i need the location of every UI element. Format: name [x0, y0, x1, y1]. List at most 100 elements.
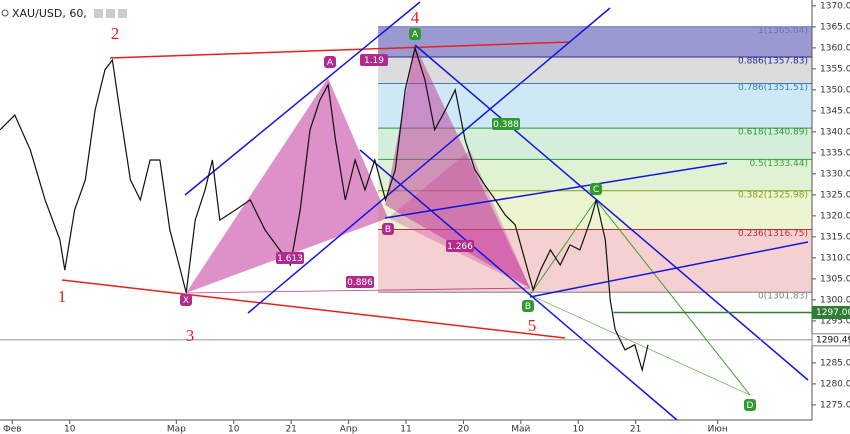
- y-tick-label: 1345.00: [820, 106, 850, 116]
- price-tag: [811, 305, 850, 319]
- wave-label: 1: [58, 287, 67, 306]
- y-tick-label: 1305.00: [820, 274, 850, 284]
- y-tick-label: 1370.00: [820, 1, 850, 11]
- y-tick-label: 1355.00: [820, 64, 850, 74]
- y-tick-label: 1365.00: [820, 22, 850, 32]
- y-tick-label: 1310.00: [820, 253, 850, 263]
- y-tick-label: 1300.00: [820, 295, 850, 305]
- y-tick-label: 1315.00: [820, 232, 850, 242]
- x-tick-label: Май: [511, 425, 530, 434]
- wave-label: 2: [111, 24, 120, 43]
- y-axis-bg: [812, 0, 850, 434]
- fib-label: 1(1365.04): [758, 26, 808, 36]
- x-tick-label: 20: [458, 425, 470, 434]
- y-tick-label: 1320.00: [820, 211, 850, 221]
- fib-band: [378, 56, 812, 84]
- pattern-abc: [385, 45, 530, 288]
- trend-line: [109, 41, 571, 59]
- trend-line: [61, 279, 566, 339]
- x-tick-label: 10: [64, 425, 76, 434]
- y-tick-label: 1335.00: [820, 148, 850, 158]
- pattern-line: [529, 199, 597, 296]
- pattern-xab: [186, 78, 388, 293]
- y-tick-label: 1340.00: [820, 127, 850, 137]
- y-tick-label: 1325.00: [820, 190, 850, 200]
- ratio-badge: [360, 54, 388, 66]
- price-tag-label: 1290.49: [816, 335, 850, 345]
- pattern-bc: [388, 150, 530, 288]
- x-tick-label: 21: [285, 425, 296, 434]
- title-bar: XAU/USD, 60,: [0, 4, 127, 22]
- y-tick-label: 1275.00: [820, 400, 850, 410]
- channel-line: [384, 162, 728, 219]
- icon[interactable]: [118, 9, 127, 18]
- annotations: 1 2 3 4 5: [58, 8, 537, 345]
- price-line-series: [0, 45, 649, 373]
- icon[interactable]: [106, 9, 115, 18]
- point-badge: [744, 399, 756, 411]
- y-tick-label: 1295.00: [820, 316, 850, 326]
- y-tick-label: 1360.00: [820, 43, 850, 53]
- price-tag-label: 1297.00: [816, 308, 850, 318]
- x-tick-label: 21: [630, 425, 641, 434]
- point-label: C: [593, 185, 599, 195]
- x-tick-label: Фев: [3, 425, 22, 434]
- channel-line: [359, 149, 678, 421]
- ratio-badge: [446, 240, 474, 252]
- point-badge: [382, 223, 394, 235]
- fib-band: [378, 26, 812, 57]
- fib-label: 0.618(1340.89): [738, 128, 808, 138]
- point-label: A: [412, 30, 419, 40]
- fib-label: 0.786(1351.51): [738, 83, 808, 93]
- fib-label: 0.236(1316.75): [738, 229, 808, 239]
- y-tick-label: 1280.00: [820, 379, 850, 389]
- wave-label: 3: [186, 326, 195, 345]
- x-tick-label: 10: [573, 425, 585, 434]
- x-tick-label: Июн: [708, 425, 728, 434]
- title-bg: [0, 4, 125, 22]
- channel-line: [247, 7, 611, 314]
- channel-line: [184, 1, 421, 196]
- point-badge: [180, 294, 192, 306]
- point-badge: [590, 183, 602, 195]
- drawings: [61, 1, 809, 421]
- price-tag: [811, 333, 850, 347]
- fib-label: 0.886(1357.83): [738, 56, 808, 66]
- point-badge: [324, 56, 336, 68]
- ratio-label: 1.19: [364, 56, 384, 66]
- chart-title: XAU/USD, 60,: [12, 7, 87, 20]
- icon[interactable]: [94, 9, 103, 18]
- ratio-label: 1.613: [277, 254, 303, 264]
- wave-label: 5: [528, 316, 537, 335]
- channel-line: [529, 241, 809, 298]
- point-label: B: [525, 302, 531, 312]
- ratio-label: 0.388: [493, 120, 519, 130]
- icon: [1, 9, 9, 17]
- fib-label: 0.5(1333.44): [749, 159, 808, 169]
- fib-label: 0.382(1325.98): [738, 190, 808, 200]
- x-tick-label: Апр: [340, 425, 358, 434]
- fib-label: 0(1301.83): [758, 292, 808, 302]
- point-badge: [409, 28, 421, 40]
- y-tick-label: 1330.00: [820, 169, 850, 179]
- ratio-label: 1.266: [447, 242, 473, 252]
- x-tick-label: 11: [400, 425, 411, 434]
- ratio-label: 0.886: [347, 278, 373, 288]
- pattern-line: [595, 199, 751, 396]
- pattern-xd: [185, 287, 531, 294]
- point-badge: [522, 300, 534, 312]
- point-label: X: [183, 296, 189, 306]
- x-tick-label: Мар: [167, 425, 186, 434]
- price-series: 1297.00 1290.49: [0, 45, 850, 373]
- pattern-points: X A B A B C D 1.19 0.388 1.266 0.886 1.613: [180, 28, 756, 411]
- y-tick-label: 1285.00: [820, 358, 850, 368]
- ratio-badge: [346, 276, 374, 288]
- ratio-badge: [276, 252, 304, 264]
- point-label: B: [385, 225, 391, 235]
- channel-line: [414, 44, 809, 381]
- point-label: A: [327, 58, 334, 68]
- point-label: D: [747, 401, 754, 411]
- wave-label: 4: [411, 8, 420, 27]
